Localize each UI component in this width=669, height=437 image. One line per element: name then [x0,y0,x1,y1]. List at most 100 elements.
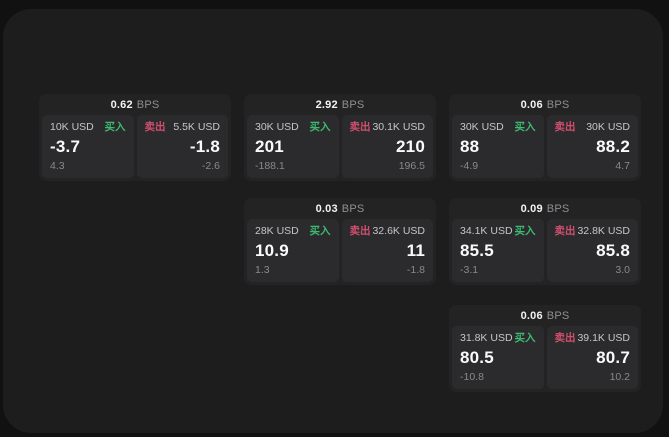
sell-price: 88.2 [596,137,630,156]
buy-button[interactable]: 买入 [514,332,536,344]
card-header: 2.92 BPS [244,94,436,115]
tile-row: 31.8K USD 买入 80.5 -10.8 卖出 39.1K USD 80.… [449,326,641,392]
bps-unit-label: BPS [546,309,570,322]
buy-delta: -4.9 [460,160,479,172]
bps-unit-label: BPS [341,98,365,111]
bps-unit-label: BPS [546,98,570,111]
card-header: 0.03 BPS [244,198,436,219]
buy-button[interactable]: 买入 [514,121,536,133]
quote-card: 0.06 BPS 30K USD 买入 88 -4.9 卖出 30K USD 8… [449,94,641,181]
buy-button[interactable]: 买入 [104,121,126,133]
sell-price: 11 [406,241,425,260]
sell-amount: 30K USD [586,121,630,133]
buy-tile[interactable]: 34.1K USD 买入 85.5 -3.1 [452,219,544,282]
bps-value: 0.09 [520,202,543,215]
sell-price: 210 [396,137,425,156]
card-header: 0.09 BPS [449,198,641,219]
card-header: 0.06 BPS [449,94,641,115]
buy-amount: 10K USD [50,121,94,133]
buy-tile-header: 31.8K USD 买入 [460,332,536,344]
buy-tile-header: 30K USD 买入 [460,121,536,133]
sell-amount: 30.1K USD [372,121,425,133]
sell-delta: -1.8 [406,264,425,276]
sell-button[interactable]: 卖出 [144,121,166,133]
sell-button[interactable]: 卖出 [554,225,576,237]
sell-price: 85.8 [596,241,630,260]
buy-button[interactable]: 买入 [309,121,331,133]
sell-tile[interactable]: 卖出 5.5K USD -1.8 -2.6 [136,115,228,178]
sell-tile-header: 卖出 39.1K USD [555,332,631,344]
sell-button[interactable]: 卖出 [554,332,576,344]
sell-amount: 32.8K USD [577,225,630,237]
buy-amount: 31.8K USD [460,332,513,344]
buy-amount: 28K USD [255,225,299,237]
sell-button[interactable]: 卖出 [349,121,371,133]
sell-button[interactable]: 卖出 [554,121,576,133]
buy-amount: 30K USD [255,121,299,133]
card-header: 0.06 BPS [449,305,641,326]
quote-card: 0.06 BPS 31.8K USD 买入 80.5 -10.8 卖出 39.1… [449,305,641,392]
buy-tile-header: 30K USD 买入 [255,121,331,133]
buy-button[interactable]: 买入 [309,225,331,237]
sell-tile[interactable]: 卖出 32.6K USD 11 -1.8 [341,219,433,282]
quote-card: 2.92 BPS 30K USD 买入 201 -188.1 卖出 30.1K … [244,94,436,181]
bps-value: 2.92 [315,98,338,111]
buy-tile[interactable]: 10K USD 买入 -3.7 4.3 [42,115,134,178]
buy-delta: -10.8 [460,371,484,383]
sell-tile[interactable]: 卖出 39.1K USD 80.7 10.2 [546,326,638,389]
quote-card: 0.09 BPS 34.1K USD 买入 85.5 -3.1 卖出 32.8K… [449,198,641,285]
tile-row: 28K USD 买入 10.9 1.3 卖出 32.6K USD 11 -1.8 [244,219,436,285]
buy-tile[interactable]: 28K USD 买入 10.9 1.3 [247,219,339,282]
buy-tile[interactable]: 30K USD 买入 201 -188.1 [247,115,339,178]
buy-tile[interactable]: 30K USD 买入 88 -4.9 [452,115,544,178]
sell-delta: -2.6 [201,160,220,172]
sell-amount: 39.1K USD [577,332,630,344]
sell-tile-header: 卖出 32.8K USD [555,225,631,237]
bps-value: 0.03 [315,202,338,215]
buy-tile[interactable]: 31.8K USD 买入 80.5 -10.8 [452,326,544,389]
sell-amount: 5.5K USD [173,121,220,133]
buy-button[interactable]: 买入 [514,225,536,237]
quote-card: 0.03 BPS 28K USD 买入 10.9 1.3 卖出 32.6K US… [244,198,436,285]
sell-button[interactable]: 卖出 [349,225,371,237]
sell-tile[interactable]: 卖出 30K USD 88.2 4.7 [546,115,638,178]
bps-unit-label: BPS [546,202,570,215]
buy-amount: 34.1K USD [460,225,513,237]
sell-delta: 10.2 [609,371,630,383]
sell-tile-header: 卖出 32.6K USD [350,225,426,237]
bps-value: 0.06 [520,98,543,111]
tile-row: 10K USD 买入 -3.7 4.3 卖出 5.5K USD -1.8 -2.… [39,115,231,181]
tile-row: 30K USD 买入 88 -4.9 卖出 30K USD 88.2 4.7 [449,115,641,181]
buy-amount: 30K USD [460,121,504,133]
sell-tile-header: 卖出 30.1K USD [350,121,426,133]
buy-price: 201 [255,137,284,156]
buy-tile-header: 28K USD 买入 [255,225,331,237]
sell-delta: 3.0 [615,264,630,276]
sell-tile-header: 卖出 30K USD [555,121,631,133]
bps-value: 0.06 [520,309,543,322]
buy-price: -3.7 [50,137,81,156]
buy-delta: -3.1 [460,264,479,276]
buy-price: 85.5 [460,241,494,260]
quote-grid: 0.62 BPS 10K USD 买入 -3.7 4.3 卖出 5.5K USD… [3,9,663,433]
buy-tile-header: 34.1K USD 买入 [460,225,536,237]
buy-price: 10.9 [255,241,289,260]
buy-delta: 4.3 [50,160,65,172]
bps-unit-label: BPS [341,202,365,215]
bps-value: 0.62 [110,98,133,111]
tile-row: 30K USD 买入 201 -188.1 卖出 30.1K USD 210 1… [244,115,436,181]
sell-tile-header: 卖出 5.5K USD [145,121,221,133]
main-panel: 0.62 BPS 10K USD 买入 -3.7 4.3 卖出 5.5K USD… [3,9,663,433]
sell-delta: 4.7 [615,160,630,172]
bps-unit-label: BPS [136,98,160,111]
sell-price: -1.8 [189,137,220,156]
card-header: 0.62 BPS [39,94,231,115]
sell-tile[interactable]: 卖出 32.8K USD 85.8 3.0 [546,219,638,282]
buy-price: 88 [460,137,480,156]
buy-delta: 1.3 [255,264,270,276]
sell-tile[interactable]: 卖出 30.1K USD 210 196.5 [341,115,433,178]
tile-row: 34.1K USD 买入 85.5 -3.1 卖出 32.8K USD 85.8… [449,219,641,285]
sell-delta: 196.5 [398,160,425,172]
quote-card: 0.62 BPS 10K USD 买入 -3.7 4.3 卖出 5.5K USD… [39,94,231,181]
